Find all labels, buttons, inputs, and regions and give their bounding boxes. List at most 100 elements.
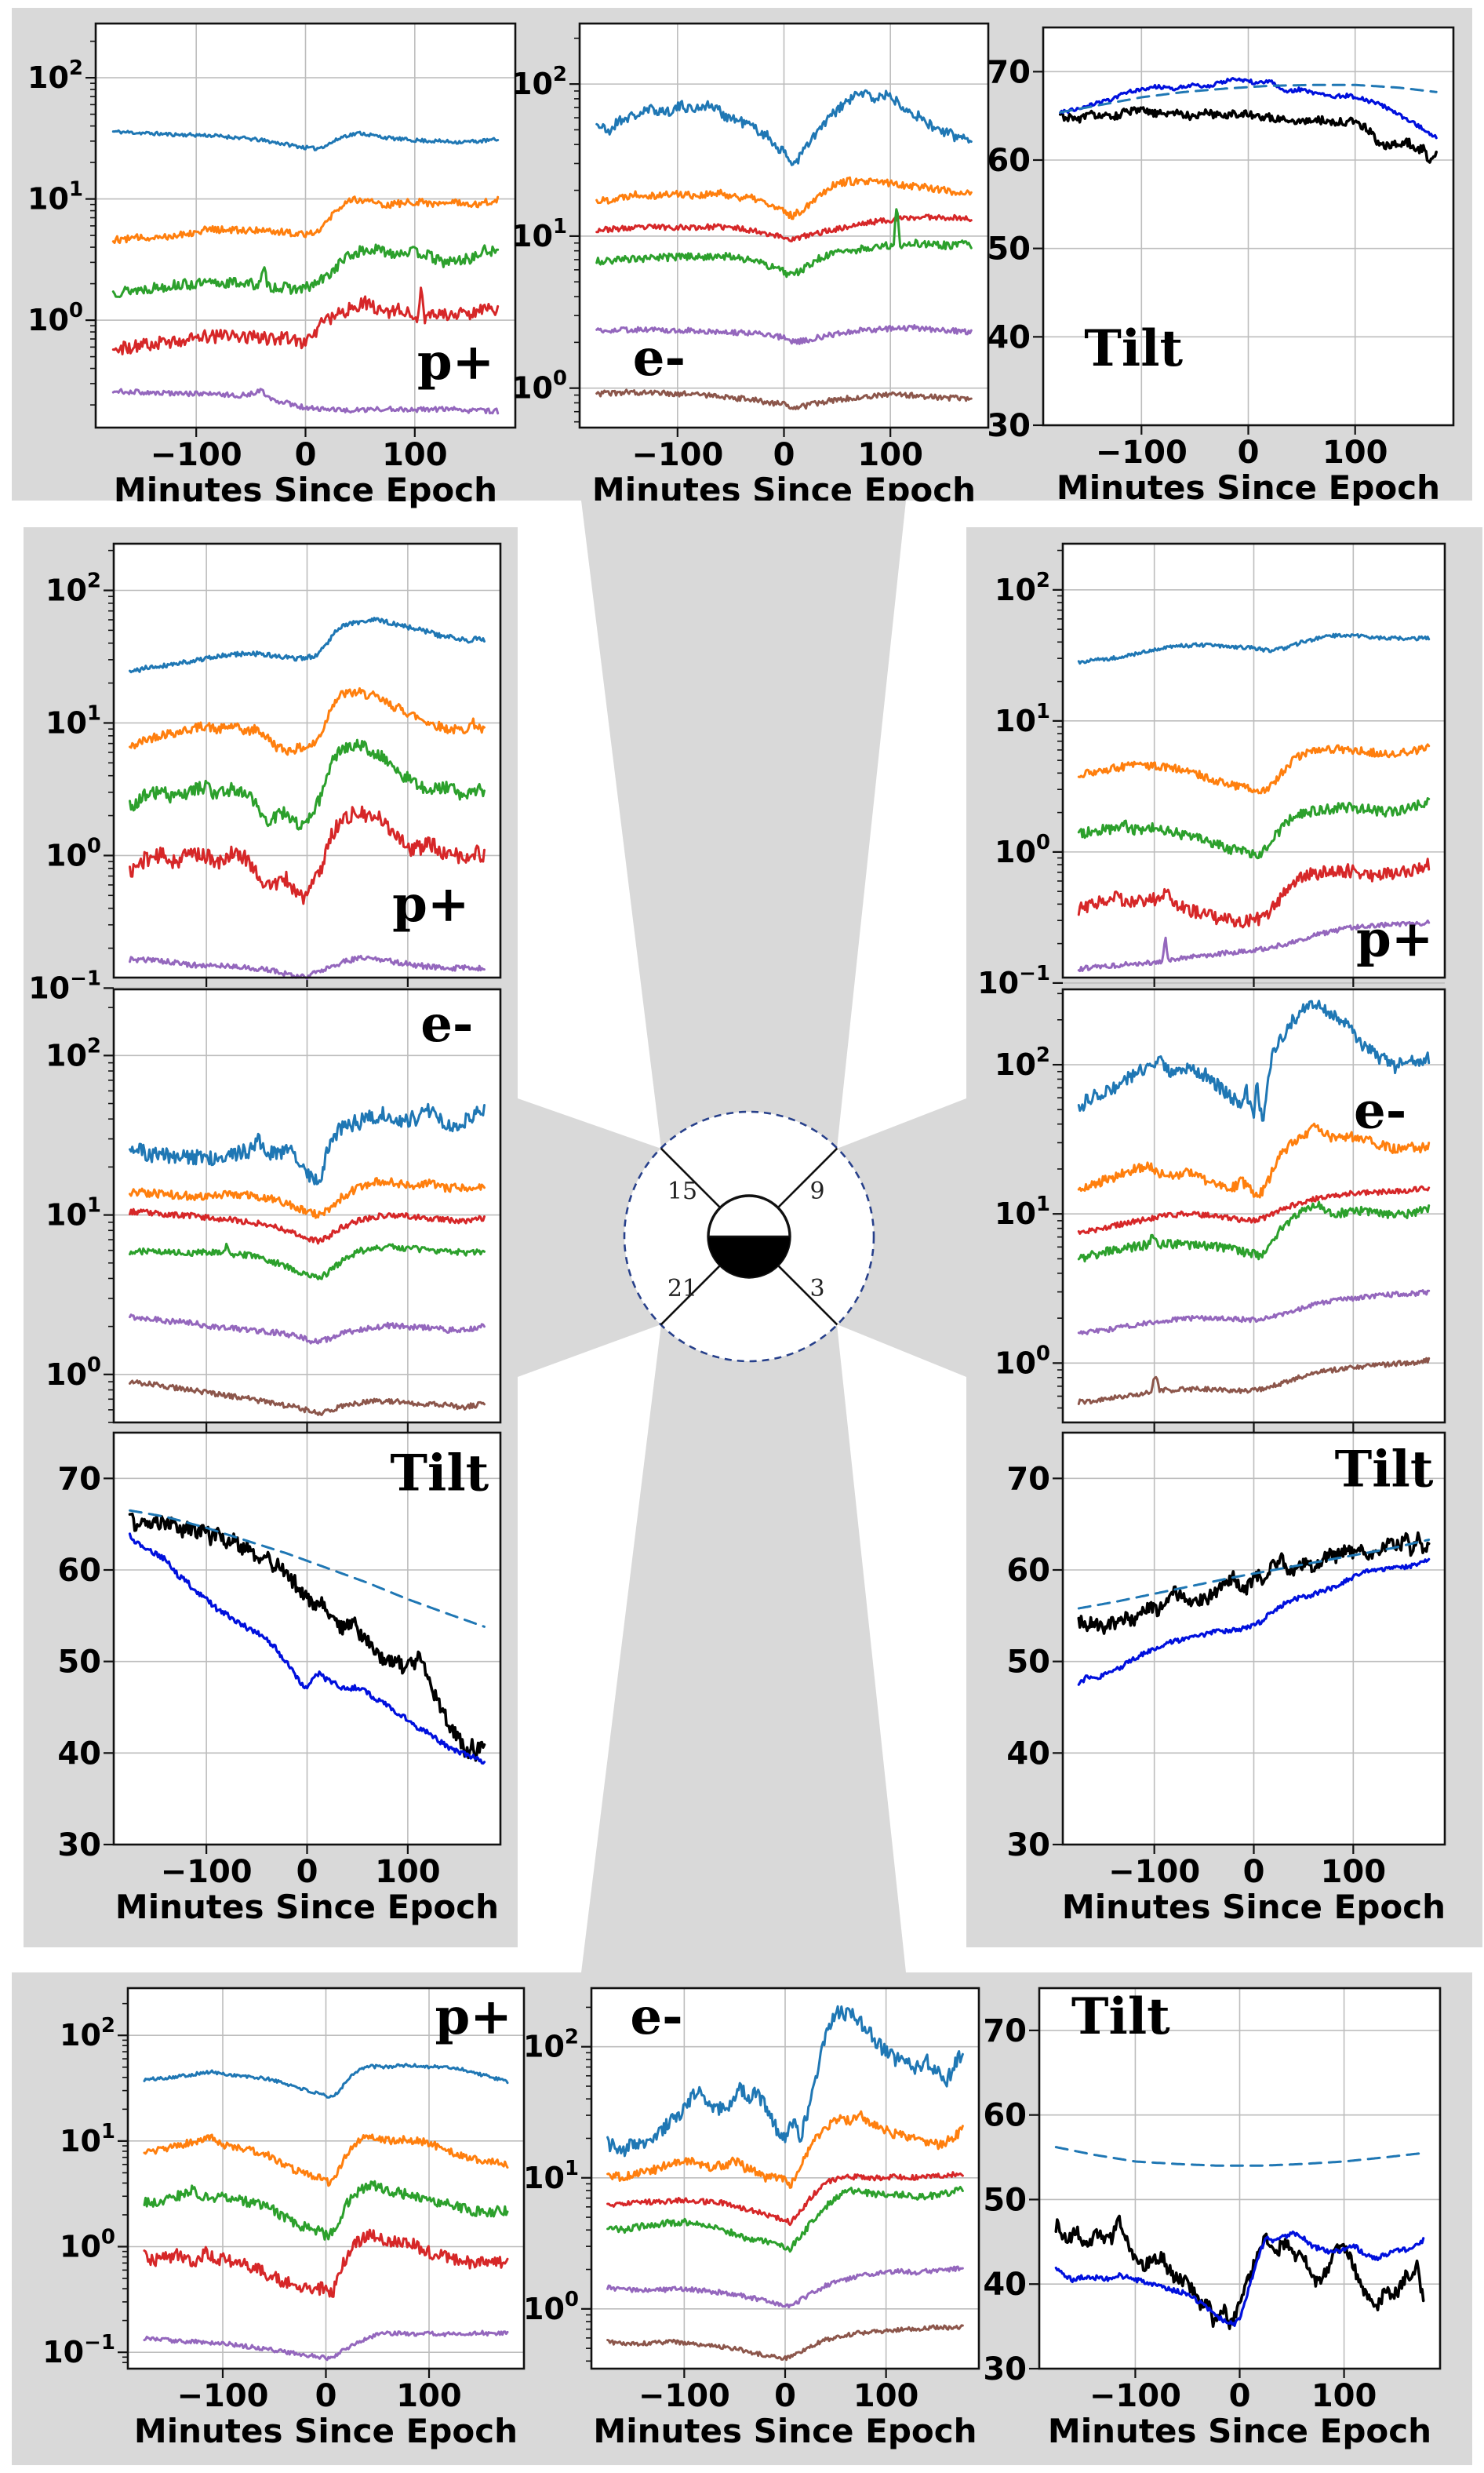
axes-frame <box>1042 26 1455 427</box>
y-tick-label: 101 <box>511 215 567 253</box>
series-tilt-reference <box>129 1509 486 1628</box>
y-tick-label: 30 <box>1006 1827 1050 1863</box>
axis-ticks <box>1033 71 1356 435</box>
x-tick-label: 100 <box>1321 1854 1387 1890</box>
series-ch5 <box>143 2329 509 2362</box>
x-tick-label: −100 <box>631 437 723 473</box>
wedge-to-midnight-panels <box>581 1324 906 1972</box>
axes-frame <box>578 22 990 429</box>
y-tick-label: 70 <box>1006 1461 1050 1497</box>
axes-frame <box>590 1987 980 2370</box>
series-ch5 <box>595 324 973 345</box>
series-tilt-observed <box>1059 106 1438 164</box>
axis-ticks <box>104 1477 409 1854</box>
y-tick-label: 40 <box>57 1735 101 1772</box>
mlt-label-3: 3 <box>809 1275 824 1302</box>
series-ch3 <box>606 2171 964 2227</box>
x-tick-label: 0 <box>1243 1854 1265 1890</box>
x-axis-title: Minutes Since Epoch <box>134 2412 518 2450</box>
series-ch5 <box>606 2265 964 2309</box>
mlt-label-21: 21 <box>667 1275 697 1302</box>
axes-frame <box>1061 542 1446 979</box>
earth-terminator-symbol <box>707 1194 791 1279</box>
panel-label-noon-electron: e- <box>633 329 686 388</box>
noon-sector-background: 102 101 100 −100 0 100 Minutes Since Epoch p+ 1… <box>12 8 1472 509</box>
series-tilt-reference <box>1054 2146 1425 2167</box>
series-ch5 <box>129 1313 486 1345</box>
grid-lines <box>96 24 515 428</box>
y-tick-label: 60 <box>1006 1553 1050 1589</box>
series-ch3 <box>595 213 973 242</box>
series-ch2 <box>143 2133 509 2187</box>
series-ch5 <box>111 388 500 415</box>
series-ch5 <box>1077 1289 1431 1335</box>
wedge-to-noon-panels <box>581 501 906 1149</box>
series-ch2 <box>606 2110 964 2189</box>
x-tick-label: 100 <box>375 1854 441 1890</box>
x-tick-label: 0 <box>1238 435 1260 471</box>
series-ch1 <box>606 2005 964 2158</box>
dawn-sector-background: 102 101 100 10−1 p+ 102 101 100 e- 70 60 50 40 30 −1… <box>966 527 1482 1947</box>
series-ch1 <box>129 617 486 674</box>
series-ch6 <box>129 1379 486 1416</box>
series-tilt-reference <box>1059 83 1438 114</box>
x-tick-label: 100 <box>857 437 923 473</box>
series-ch3 <box>143 2180 509 2241</box>
y-tick-label: 60 <box>987 143 1031 179</box>
panel-label-dusk-tilt: Tilt <box>390 1444 489 1503</box>
series-ch1 <box>1077 1000 1431 1122</box>
series-tilt-model <box>1059 77 1438 140</box>
y-tick-label: 100 <box>27 299 83 337</box>
panel-label-noon-tilt: Tilt <box>1084 319 1183 378</box>
series-ch6 <box>595 388 973 410</box>
x-tick-label: −100 <box>1096 435 1188 471</box>
y-tick-label: 50 <box>57 1644 101 1681</box>
series-ch4 <box>1077 858 1431 929</box>
axis-ticks <box>1029 2029 1345 2378</box>
y-tick-label: 30 <box>983 2351 1027 2387</box>
series-ch4 <box>143 2228 509 2298</box>
x-tick-label: −100 <box>151 437 242 473</box>
series-ch3 <box>111 243 500 298</box>
series-ch4 <box>1077 1200 1431 1263</box>
x-axis-title: Minutes Since Epoch <box>593 2412 977 2450</box>
dusk-sector-background: 102 101 100 10−1 p+ 102 101 100 e- 70 60 50 40 30 −1… <box>24 527 518 1947</box>
x-tick-label: 100 <box>396 2378 462 2414</box>
series-ch2 <box>1077 743 1431 795</box>
x-tick-label: −100 <box>638 2378 730 2414</box>
x-tick-label: 100 <box>853 2378 919 2414</box>
series-ch3 <box>129 738 486 831</box>
x-tick-label: −100 <box>1089 2378 1181 2414</box>
panel-label-midnight-electron: e- <box>630 1987 682 2046</box>
series-ch1 <box>143 2063 509 2099</box>
grid-lines <box>1063 989 1445 1422</box>
series-ch2 <box>129 687 486 756</box>
y-tick-label: 30 <box>987 408 1031 444</box>
y-tick-label: 10−1 <box>977 962 1050 1000</box>
panel-label-dawn-electron: e- <box>1354 1082 1406 1141</box>
y-tick-label: 60 <box>57 1553 101 1589</box>
panel-label-dawn-tilt: Tilt <box>1335 1440 1434 1499</box>
series-ch2 <box>595 176 973 220</box>
series-ch5 <box>1077 919 1431 973</box>
x-tick-label: 0 <box>773 437 795 473</box>
grid-lines <box>114 544 500 989</box>
x-tick-label: 100 <box>1311 2378 1377 2414</box>
series-ch4 <box>111 286 500 355</box>
axes-frame <box>1038 1987 1442 2370</box>
y-tick-label: 40 <box>987 319 1031 355</box>
axes-frame <box>112 988 502 1424</box>
x-tick-label: 100 <box>382 437 448 473</box>
